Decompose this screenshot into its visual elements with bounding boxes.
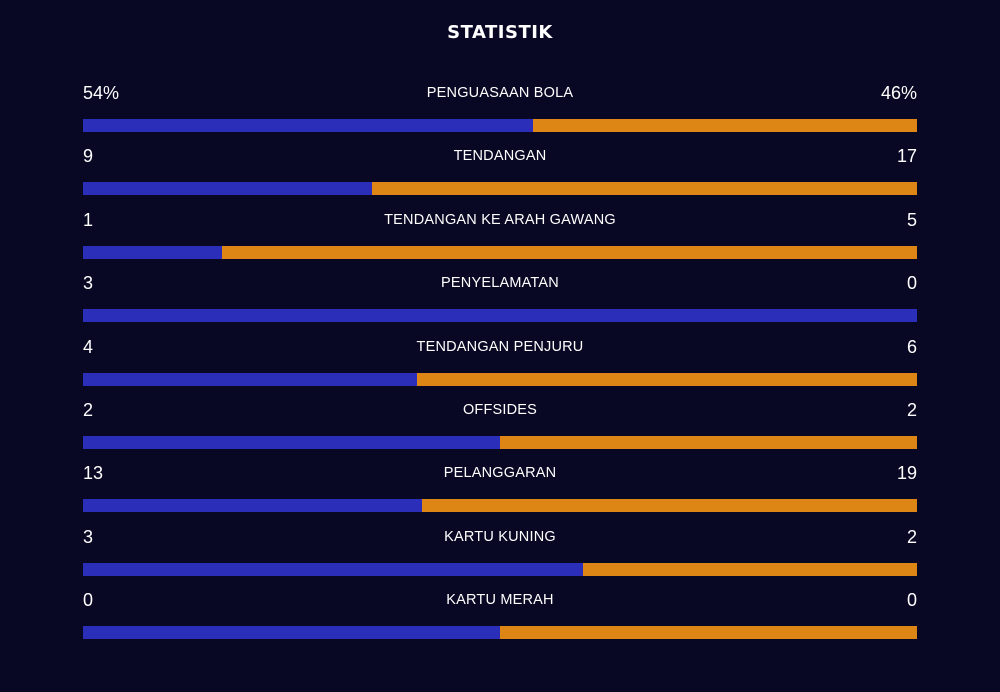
stat-label: PENYELAMATAN	[441, 275, 559, 292]
away-value: 46%	[880, 83, 917, 103]
comparison-bar	[83, 372, 917, 386]
home-value: 0	[83, 590, 94, 611]
stat-label: PENGUASAAN BOLA	[426, 85, 574, 101]
away-value: 0	[906, 590, 917, 611]
away-value: 2	[906, 399, 917, 420]
away-bar-fill	[222, 245, 917, 259]
home-bar-fill	[83, 119, 534, 132]
stat-row-red-cards: 0 KARTU MERAH 0	[83, 589, 917, 652]
home-value: 1	[83, 209, 94, 230]
stat-row-saves: 3 PENYELAMATAN 0	[83, 272, 917, 335]
comparison-bar	[83, 626, 917, 640]
home-bar-fill	[83, 372, 417, 386]
comparison-bar	[83, 309, 917, 323]
comparison-bar	[83, 182, 917, 196]
comparison-bar	[83, 119, 917, 132]
home-value: 4	[83, 336, 94, 357]
stat-label: OFFSIDES	[462, 401, 538, 418]
stat-row-fouls: 13 PELANGGARAN 19	[83, 462, 917, 525]
stat-label: TENDANGAN KE ARAH GAWANG	[384, 211, 616, 228]
stat-label: TENDANGAN PENJURU	[416, 338, 584, 355]
comparison-bar	[83, 245, 917, 259]
comparison-bar	[83, 562, 917, 576]
stat-row-offsides: 2 OFFSIDES 2	[83, 399, 917, 462]
away-bar-fill	[371, 182, 917, 196]
home-bar-fill	[83, 499, 422, 513]
home-value: 54%	[83, 83, 120, 103]
home-value: 3	[83, 273, 94, 294]
stat-row-shots-on-target: 1 TENDANGAN KE ARAH GAWANG 5	[83, 209, 917, 272]
away-value: 6	[906, 336, 917, 357]
comparison-bar	[83, 435, 917, 449]
away-bar-fill	[533, 119, 917, 132]
stat-label: KARTU MERAH	[446, 592, 554, 609]
away-value: 17	[896, 146, 917, 167]
home-value: 9	[83, 146, 94, 167]
home-bar-fill	[83, 245, 223, 259]
stat-label: PELANGGARAN	[443, 465, 557, 482]
stat-row-yellow-cards: 3 KARTU KUNING 2	[83, 526, 917, 589]
away-value: 0	[906, 273, 917, 294]
stat-label: KARTU KUNING	[444, 528, 556, 545]
away-bar-fill	[421, 499, 917, 513]
stat-label: TENDANGAN	[453, 148, 547, 165]
home-value: 2	[83, 399, 94, 420]
stat-row-ball-possession: 54% PENGUASAAN BOLA 46%	[83, 82, 917, 145]
away-value: 5	[906, 209, 917, 230]
away-value: 19	[896, 463, 917, 484]
statistics-title: STATISTIK	[447, 22, 553, 43]
stat-row-corners: 4 TENDANGAN PENJURU 6	[83, 336, 917, 399]
away-bar-fill	[500, 626, 917, 640]
home-bar-fill	[83, 182, 372, 196]
comparison-bar	[83, 499, 917, 513]
away-value: 2	[906, 526, 917, 547]
home-bar-fill	[83, 435, 500, 449]
home-bar-fill	[83, 626, 500, 640]
stats-list: 54% PENGUASAAN BOLA 46% 9 TENDANGAN 17 1…	[83, 82, 917, 653]
home-value: 13	[83, 463, 104, 484]
stat-row-shots: 9 TENDANGAN 17	[83, 145, 917, 208]
home-bar-fill	[83, 562, 584, 576]
home-value: 3	[83, 526, 94, 547]
away-bar-fill	[500, 435, 917, 449]
away-bar-fill	[416, 372, 917, 386]
away-bar-fill	[583, 562, 917, 576]
home-bar-fill	[83, 309, 917, 323]
